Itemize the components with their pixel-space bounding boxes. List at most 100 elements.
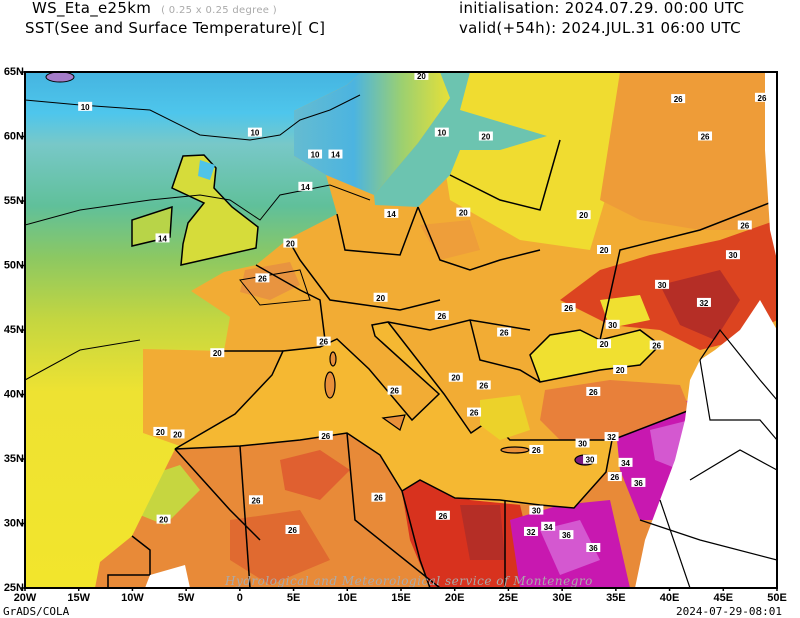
contour-value: 26 (438, 512, 447, 521)
contour-value: 30 (532, 507, 541, 516)
contour-label-bg (631, 477, 646, 487)
contour-label: 20 (210, 348, 225, 358)
contour-value: 36 (634, 479, 643, 488)
contour-label-bg (247, 127, 262, 137)
contour-value: 30 (658, 281, 667, 290)
baltic-sea (374, 72, 547, 207)
contour-value: 26 (652, 341, 661, 350)
contour-label: 20 (283, 238, 298, 249)
contour-label: 20 (373, 292, 388, 303)
scandinavia (294, 72, 450, 195)
lon-label: 0 (237, 592, 243, 604)
contour-value: 20 (459, 209, 468, 218)
contour-value: 26 (758, 94, 767, 103)
no-data-region-east (635, 300, 777, 588)
contour-value: 14 (387, 210, 396, 219)
contour-label-bg (605, 319, 620, 329)
contour-value: 26 (321, 432, 330, 441)
contour-label: 26 (671, 94, 686, 104)
contour-label: 36 (559, 530, 574, 540)
contour-value: 14 (301, 183, 310, 192)
lat-label: 65N (4, 66, 24, 78)
contour-value: 34 (544, 523, 553, 532)
lon-label: 10W (121, 592, 144, 604)
contour-label: 14 (298, 181, 313, 192)
contour-label: 30 (583, 454, 598, 465)
contour-value: 20 (451, 374, 460, 383)
lat-label: 60N (4, 131, 24, 143)
lat-label: 55N (4, 195, 24, 207)
contour-value: 26 (288, 526, 297, 535)
contour-label: 26 (476, 380, 491, 390)
lon-label: 15E (391, 592, 411, 604)
algeria-hot-patch (280, 450, 350, 500)
contour-value: 26 (740, 222, 749, 231)
no-data-region-southwest (145, 565, 190, 588)
contour-label-bg (285, 524, 300, 534)
lon-label: 25E (499, 592, 519, 604)
lon-label: 50E (767, 592, 787, 604)
contour-label: 20 (448, 372, 463, 383)
contour-label-bg (725, 250, 740, 260)
turkey-warm-zone (540, 380, 690, 440)
lat-label: 25N (4, 582, 24, 594)
contour-label: 34 (541, 521, 556, 532)
contour-label-bg (604, 432, 619, 442)
scotland-cool-patch (198, 160, 215, 180)
middle-east-borders (639, 328, 777, 588)
contour-label-bg (575, 438, 590, 448)
contour-label: 26 (435, 510, 450, 521)
northeast-yellow-zone (430, 72, 640, 250)
model-name: WS_Eta_e25km (32, 0, 152, 17)
contour-value: 26 (258, 274, 267, 283)
contour-label: 26 (371, 492, 386, 503)
contour-label: 26 (285, 524, 300, 535)
contour-value: 26 (390, 387, 399, 396)
contour-value: 20 (173, 430, 182, 439)
contour-value: 30 (608, 321, 617, 330)
contour-label: 26 (316, 336, 331, 347)
contour-label: 26 (387, 385, 402, 396)
contour-label: 20 (597, 339, 612, 349)
contour-label-bg (248, 495, 263, 505)
lon-label: 30E (552, 592, 572, 604)
contour-label: 26 (607, 472, 622, 482)
contour-label: 10 (308, 149, 323, 160)
contour-label-bg (298, 181, 313, 191)
contour-value: 20 (417, 72, 426, 81)
contour-value: 26 (479, 381, 488, 390)
contour-label-bg (78, 101, 93, 111)
contour-label-bg (210, 348, 225, 358)
corsica (329, 351, 337, 367)
contour-value: 10 (81, 103, 90, 112)
contour-label-bg (448, 372, 463, 382)
contour-label-bg (155, 233, 170, 243)
contour-label-bg (586, 543, 601, 553)
contour-label: 26 (586, 386, 601, 397)
watermark: Hydrological and Meteorological service … (224, 574, 593, 588)
poland-warm-patch (420, 220, 480, 260)
contour-label: 20 (156, 514, 171, 525)
contour-value: 20 (616, 366, 625, 375)
contour-value: 20 (600, 246, 609, 255)
atlantic-ocean (25, 72, 362, 588)
contour-label: 30 (575, 438, 590, 449)
contour-label: 32 (696, 297, 711, 308)
contour-label-bg (153, 426, 168, 436)
contour-value: 32 (607, 433, 616, 442)
render-timestamp: 2024-07-29-08:01 (676, 605, 782, 618)
contour-label-bg (583, 454, 598, 464)
contour-label-bg (456, 207, 471, 217)
contour-label-bg (754, 92, 769, 102)
contour-value: 26 (589, 388, 598, 397)
contour-label: 20 (613, 364, 628, 375)
contour-label-bg (529, 444, 544, 454)
cold-anomaly (45, 72, 75, 83)
contour-value: 20 (600, 340, 609, 349)
contour-label: 26 (754, 92, 769, 103)
contour-label-bg (576, 210, 591, 220)
contour-label-bg (597, 245, 612, 255)
contour-label-bg (373, 292, 388, 302)
contour-label-bg (316, 336, 331, 346)
